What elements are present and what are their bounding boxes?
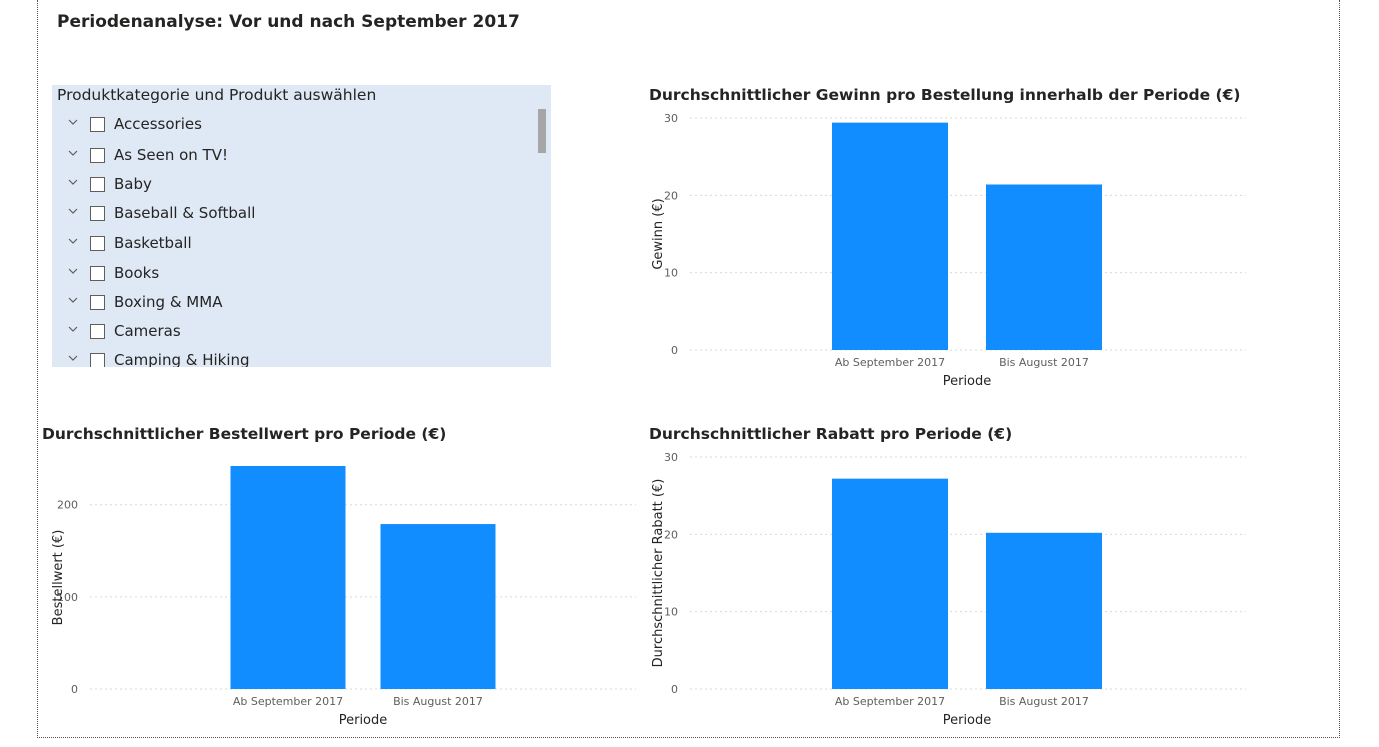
slicer-scrollbar[interactable]: [538, 109, 546, 153]
slicer-item-baby[interactable]: Baby: [52, 175, 522, 197]
y-tick-label: 10: [664, 267, 678, 280]
y-axis-title: Durchschnittlicher Rabatt (€): [651, 479, 666, 668]
chevron-down-icon[interactable]: [68, 206, 78, 216]
y-tick-label: 10: [664, 606, 678, 619]
y-axis-title: Gewinn (€): [651, 198, 666, 269]
x-tick-label: Bis August 2017: [999, 695, 1089, 708]
chevron-down-icon[interactable]: [68, 148, 78, 158]
x-tick-label: Ab September 2017: [835, 695, 945, 708]
checkbox[interactable]: [90, 324, 105, 339]
page-title: Periodenanalyse: Vor und nach September …: [57, 12, 520, 32]
product-slicer[interactable]: Produktkategorie und Produkt auswählen A…: [52, 85, 551, 367]
checkbox[interactable]: [90, 148, 105, 163]
chart-title-rabatt: Durchschnittlicher Rabatt pro Periode (€…: [649, 425, 1013, 443]
slicer-item-baseball-softball[interactable]: Baseball & Softball: [52, 204, 522, 226]
checkbox[interactable]: [90, 117, 105, 132]
slicer-item-label: Boxing & MMA: [114, 293, 223, 311]
checkbox[interactable]: [90, 295, 105, 310]
y-tick-label: 0: [671, 344, 678, 357]
chart-gewinn: 0 10 20 30 Ab September 2017 Bis August 2017 P…: [651, 112, 1246, 389]
x-tick-label: Ab September 2017: [835, 356, 945, 369]
slicer-item-camping-hiking[interactable]: Camping & Hiking: [52, 351, 522, 367]
chevron-down-icon[interactable]: [68, 324, 78, 334]
bar: [832, 122, 948, 350]
slicer-item-books[interactable]: Books: [52, 264, 522, 286]
checkbox[interactable]: [90, 266, 105, 281]
bar: [380, 524, 496, 689]
slicer-item-label: Books: [114, 264, 160, 282]
y-axis-title: Bestellwert (€): [51, 530, 66, 626]
checkbox[interactable]: [90, 236, 105, 251]
report-canvas: [37, 0, 1340, 738]
slicer-item-boxing-mma[interactable]: Boxing & MMA: [52, 293, 522, 315]
slicer-item-label: Accessories: [114, 115, 202, 133]
chart-rabatt: 0 10 20 30 Ab September 2017 Bis August 2017 P…: [651, 451, 1246, 728]
x-tick-label: Bis August 2017: [999, 356, 1089, 369]
slicer-title: Produktkategorie und Produkt auswählen: [57, 86, 377, 104]
y-tick-label: 200: [57, 499, 78, 512]
chart-title-gewinn: Durchschnittlicher Gewinn pro Bestellung…: [649, 86, 1241, 104]
y-tick-label: 30: [664, 451, 678, 464]
y-tick-label: 20: [664, 189, 678, 202]
x-axis-title: Periode: [339, 713, 388, 728]
slicer-item-label: Camping & Hiking: [114, 351, 250, 367]
chevron-down-icon[interactable]: [68, 266, 78, 276]
chart-title-bestellwert: Durchschnittlicher Bestellwert pro Perio…: [42, 425, 447, 443]
bar: [986, 532, 1102, 689]
slicer-item-label: Baseball & Softball: [114, 204, 256, 222]
x-tick-label: Bis August 2017: [393, 695, 483, 708]
chevron-down-icon[interactable]: [68, 353, 78, 363]
slicer-item-accessories[interactable]: Accessories: [52, 115, 522, 137]
chevron-down-icon[interactable]: [68, 177, 78, 187]
y-tick-label: 20: [664, 528, 678, 541]
slicer-item-as-seen-on-tv[interactable]: As Seen on TV!: [52, 146, 522, 168]
chevron-down-icon[interactable]: [68, 236, 78, 246]
y-tick-label: 0: [71, 683, 78, 696]
bar: [832, 478, 948, 689]
checkbox[interactable]: [90, 353, 105, 367]
y-tick-label: 100: [57, 591, 78, 604]
x-axis-title: Periode: [943, 374, 992, 389]
chart-bestellwert: 0 100 200 Ab September 2017 Bis August 2017 P…: [51, 466, 636, 728]
checkbox[interactable]: [90, 177, 105, 192]
slicer-item-label: Basketball: [114, 234, 192, 252]
slicer-item-basketball[interactable]: Basketball: [52, 234, 522, 256]
slicer-item-cameras[interactable]: Cameras: [52, 322, 522, 344]
y-tick-label: 30: [664, 112, 678, 125]
chevron-down-icon[interactable]: [68, 117, 78, 127]
slicer-item-label: Baby: [114, 175, 152, 193]
y-tick-label: 0: [671, 683, 678, 696]
bar: [230, 466, 346, 689]
bar: [986, 184, 1102, 350]
slicer-item-label: Cameras: [114, 322, 181, 340]
chevron-down-icon[interactable]: [68, 295, 78, 305]
checkbox[interactable]: [90, 206, 105, 221]
x-tick-label: Ab September 2017: [233, 695, 343, 708]
x-axis-title: Periode: [943, 713, 992, 728]
slicer-item-label: As Seen on TV!: [114, 146, 228, 164]
